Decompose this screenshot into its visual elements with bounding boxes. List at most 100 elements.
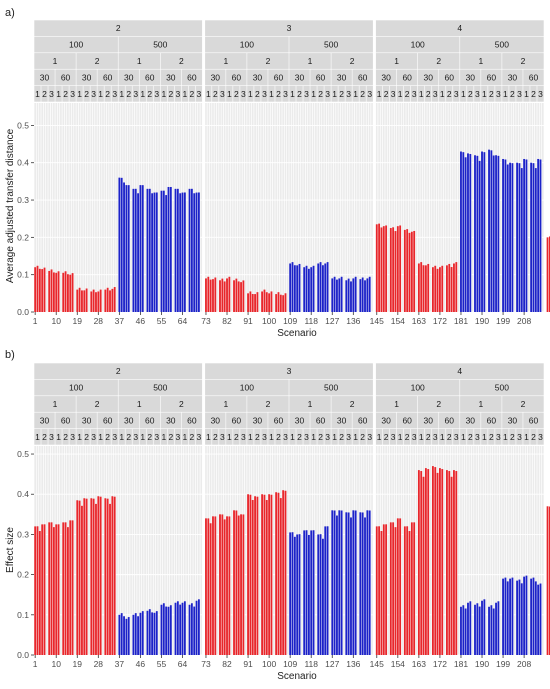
panel-b-strip-level2 [34, 379, 118, 396]
panel-b-strip-label: 60 [529, 415, 539, 425]
panel-a-grid-column [228, 103, 231, 312]
panel-a-bar [293, 265, 296, 312]
panel-a-strip-level2 [118, 36, 203, 53]
panel-b-strip-level5 [338, 428, 345, 445]
panel-a-strip-label: 2 [521, 56, 526, 66]
panel-b-strip-level5 [160, 428, 168, 445]
panel-a-grid-column [78, 103, 81, 312]
panel-a-bar [488, 149, 490, 312]
panel-b-strip-label: 3 [220, 432, 225, 442]
panel-b-strip-label: 3 [391, 432, 396, 442]
panel-b-ytick-label: 0.1 [17, 610, 29, 620]
panel-a-strip-level5 [509, 85, 516, 102]
panel-a-bar [380, 227, 383, 312]
panel-b-grid-column [230, 446, 233, 655]
panel-a-grid-column [64, 103, 67, 312]
panel-a-strip-label: 1 [248, 89, 253, 99]
panel-b-strip-label: 60 [187, 415, 197, 425]
panel-a-strip-level5 [254, 85, 261, 102]
panel-b-bar [378, 526, 381, 655]
panel-a-strip-label: 30 [253, 72, 263, 82]
panel-b-grid-column [153, 446, 156, 655]
panel-a-bar [291, 262, 294, 312]
panel-a-ytick-label: 0.1 [17, 270, 29, 280]
panel-b-grid-column [481, 446, 483, 655]
panel-a-strip-label: 2 [126, 89, 131, 99]
panel-a-grid-column [413, 103, 416, 312]
panel-a-strip-label: 60 [316, 72, 326, 82]
panel-b-strip-label: 2 [168, 432, 173, 442]
panel-a-grid-column [418, 103, 420, 312]
panel-a-bar [81, 290, 83, 312]
panel-b-strip-level5 [495, 428, 502, 445]
panel-b-strip-level5 [90, 428, 97, 445]
panel-a-grid-column [99, 103, 102, 312]
panel-b-grid-column [513, 446, 516, 655]
panel-b-grid-column [483, 446, 486, 655]
panel-a-xtick-label: 154 [391, 316, 405, 326]
panel-a-grid-column [406, 103, 408, 312]
panel-a-grid-column [411, 103, 413, 312]
panel-b-grid-column [144, 446, 146, 655]
panel-b-bar [165, 606, 168, 655]
panel-a-xtick-label: 10 [51, 316, 61, 326]
panel-a-bar [410, 231, 413, 312]
panel-b-grid-column [125, 446, 128, 655]
panel-b-strip-level5 [55, 428, 62, 445]
panel-a-strip-label: 1 [119, 89, 124, 99]
panel-b-bar [364, 517, 366, 655]
panel-b-bar [169, 605, 172, 655]
panel-b-grid-column [165, 446, 167, 655]
panel-a-xtick-label: 91 [243, 316, 253, 326]
panel-a-strip-level5 [345, 85, 352, 102]
panel-b-bar [160, 604, 163, 655]
panel-a-strip-level5 [303, 85, 310, 102]
panel-a-bar [506, 164, 509, 312]
panel-b-bar [354, 510, 357, 655]
panel-a-ytick-label: 0.4 [17, 158, 29, 168]
panel-a-grid-column [214, 103, 217, 312]
panel-a-strip-level5 [41, 85, 48, 102]
panel-b-bar [403, 526, 406, 655]
panel-b-bar [467, 602, 469, 655]
panel-b-strip-label: 3 [454, 432, 459, 442]
panel-b-bar [525, 575, 528, 655]
panel-a-bar [483, 152, 486, 312]
panel-b-strip-level5 [509, 428, 516, 445]
panel-b-grid-column [195, 446, 198, 655]
panel-a-grid-column [312, 103, 315, 312]
panel-a-bar [247, 293, 249, 312]
panel-a-grid-column [457, 103, 460, 312]
panel-a-strip-label: 30 [508, 72, 518, 82]
panel-b-xtick-label: 118 [304, 659, 318, 669]
panel-a-bar [338, 278, 341, 312]
panel-b-strip-level3 [331, 396, 373, 412]
panel-b-bar [532, 577, 535, 655]
panel-a-bar [331, 278, 334, 312]
panel-a-bar [464, 157, 467, 312]
panel-b-bar [139, 612, 142, 655]
panel-a-grid-column [375, 103, 378, 312]
panel-a-strip-label: 3 [241, 89, 246, 99]
panel-a-strip-label: 1 [419, 89, 424, 99]
panel-a-strip-label: 2 [510, 89, 515, 99]
panel-b-grid-column [525, 446, 528, 655]
panel-a-grid-column [233, 103, 235, 312]
panel-a-xtick-label: 28 [94, 316, 104, 326]
panel-b-grid-column [216, 446, 219, 655]
panel-a-grid-column [209, 103, 212, 312]
panel-a-grid-column [186, 103, 189, 312]
panel-b-bar [95, 503, 97, 655]
panel-a-bar [289, 263, 292, 312]
panel-b-strip-level5 [219, 428, 226, 445]
panel-a-bar [219, 280, 221, 312]
panel-b-bar [396, 518, 399, 655]
panel-a-bar [340, 276, 343, 312]
panel-b-bar [492, 608, 495, 655]
panel-a-xtick-label: 109 [283, 316, 297, 326]
panel-a-bar [148, 188, 151, 312]
panel-b-bar [176, 601, 179, 655]
panel-b-bar [212, 516, 214, 655]
panel-b-strip-label: 4 [457, 366, 462, 376]
panel-a-strip-label: 1 [332, 89, 337, 99]
